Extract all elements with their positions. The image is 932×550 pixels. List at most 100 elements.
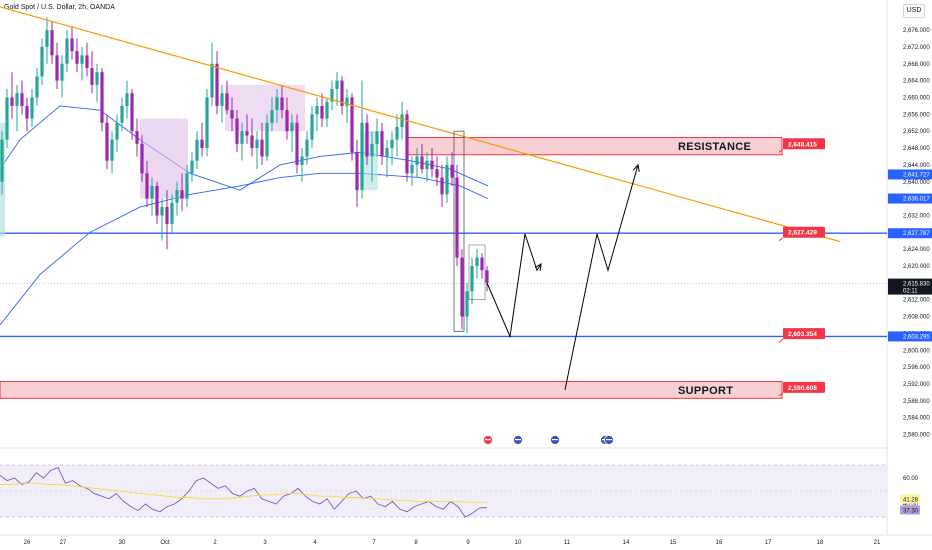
price-tick-label: 2,612.000 [903, 298, 930, 304]
candle-body [380, 131, 384, 157]
candle-body [65, 38, 69, 64]
zones-layer: RESISTANCE SUPPORT [0, 137, 783, 399]
candle-body [285, 110, 289, 132]
axis-price-tag [888, 193, 932, 204]
zone-support [0, 380, 783, 399]
level-price-tag-text: 2,603.354 [788, 331, 817, 338]
candle-body [430, 160, 434, 170]
candle-body [435, 169, 439, 178]
candles [0, 17, 489, 334]
price-tick-label: 2,656.000 [903, 112, 930, 118]
axis-price-tag-text: 2,603.295 [903, 334, 930, 340]
zone-label-resistance: RESISTANCE [678, 141, 751, 153]
price-tick-label: 2,580.000 [903, 433, 930, 439]
candle-body [5, 97, 9, 140]
candle-body [15, 93, 19, 106]
candle-body [60, 63, 64, 81]
candle-body [445, 164, 449, 195]
candle-body [405, 114, 409, 174]
projection-arrow-long [564, 164, 639, 391]
candle-body [420, 156, 424, 170]
candle-body [125, 93, 129, 106]
candle-body [345, 97, 349, 106]
currency-button[interactable]: USD [903, 4, 925, 18]
candle-body [330, 89, 334, 102]
candle-body [220, 93, 224, 106]
projection-arrow-short-head [534, 262, 542, 271]
candle-body [115, 122, 119, 140]
zone-label-support: SUPPORT [678, 385, 733, 397]
rsi-value-tag [900, 505, 920, 515]
axis-price-tag [888, 278, 932, 295]
price-tick-label: 2,600.000 [903, 348, 930, 354]
time-tick-label: 8 [414, 540, 418, 546]
axis-price-tag [888, 169, 932, 180]
us-flag-event-icon[interactable] [513, 435, 523, 445]
candle-body [80, 55, 84, 64]
time-tick-label: 26 [24, 540, 31, 546]
candle-body [85, 55, 89, 68]
candle-body [360, 122, 364, 191]
rsi-ma-line [0, 482, 488, 503]
candle-body [140, 143, 144, 174]
candle-highlight-box [468, 244, 486, 300]
candle-body [315, 105, 319, 115]
axis-price-tag [888, 331, 932, 342]
candle-body [185, 173, 189, 199]
candle-body [45, 30, 49, 47]
candle-body [310, 114, 314, 140]
price-axis[interactable]: 2,676.000 2,672.000 2,668.000 2,664.000 2,66… [778, 28, 932, 515]
descending-trendline [0, 6, 841, 243]
time-tick-label: 18 [817, 540, 824, 546]
candle-body [35, 76, 39, 98]
candle-body [50, 30, 54, 56]
candle-body [465, 291, 469, 317]
axis-price-tag [888, 228, 932, 239]
price-tick-label: 2,592.000 [903, 382, 930, 388]
price-tick-label: 2,668.000 [903, 62, 930, 68]
lightning-event-icon[interactable] [483, 435, 493, 445]
time-tick-label: 21 [874, 540, 881, 546]
candle-body [300, 156, 304, 165]
candle-body [225, 93, 229, 111]
candle-body [150, 185, 154, 199]
level-price-tag-text: 2,590.608 [788, 385, 817, 392]
time-tick-label: 3 [263, 540, 267, 546]
time-axis[interactable]: 26 27 30 Oct 2 3 4 7 8 9 10 11 14 15 16 17 18 21 [24, 540, 881, 546]
level-price-tag [783, 138, 825, 150]
candle-body [40, 46, 44, 77]
candle-body [145, 173, 149, 199]
candle-body [180, 190, 184, 199]
candle-body [460, 257, 464, 317]
candle-body [365, 122, 369, 157]
candle-body [240, 131, 244, 144]
candle-body [340, 80, 344, 106]
price-tick-label: 2,620.000 [903, 264, 930, 270]
candle-body [25, 105, 29, 119]
us-flag-event-icon[interactable] [550, 435, 560, 445]
price-tick-label: 2,624.000 [903, 247, 930, 253]
candle-body [425, 160, 429, 170]
candle-body [410, 164, 414, 174]
level-price-tag-text: 2,627.429 [788, 230, 817, 237]
candle-body [100, 72, 104, 123]
candle-body [210, 63, 214, 98]
time-tick-label: 15 [670, 540, 677, 546]
time-tick-label: 10 [515, 540, 522, 546]
candle-body [105, 122, 109, 161]
us-flag-event-icon[interactable] [604, 435, 614, 445]
axis-price-tag-text: 2,627.787 [903, 231, 930, 237]
level-price-tag [783, 381, 825, 393]
time-tick-label: 4 [313, 540, 317, 546]
candle-body [215, 63, 219, 106]
price-tick-label: 2,676.000 [903, 28, 930, 34]
price-tick-label: 2,672.000 [903, 45, 930, 51]
projection-arrow-short [486, 233, 542, 339]
candle-body [70, 38, 74, 52]
economic-events[interactable] [483, 435, 614, 445]
time-tick-label: 16 [716, 540, 723, 546]
candle-body [255, 139, 259, 149]
candle-body [440, 177, 444, 195]
candle-body [370, 143, 374, 157]
